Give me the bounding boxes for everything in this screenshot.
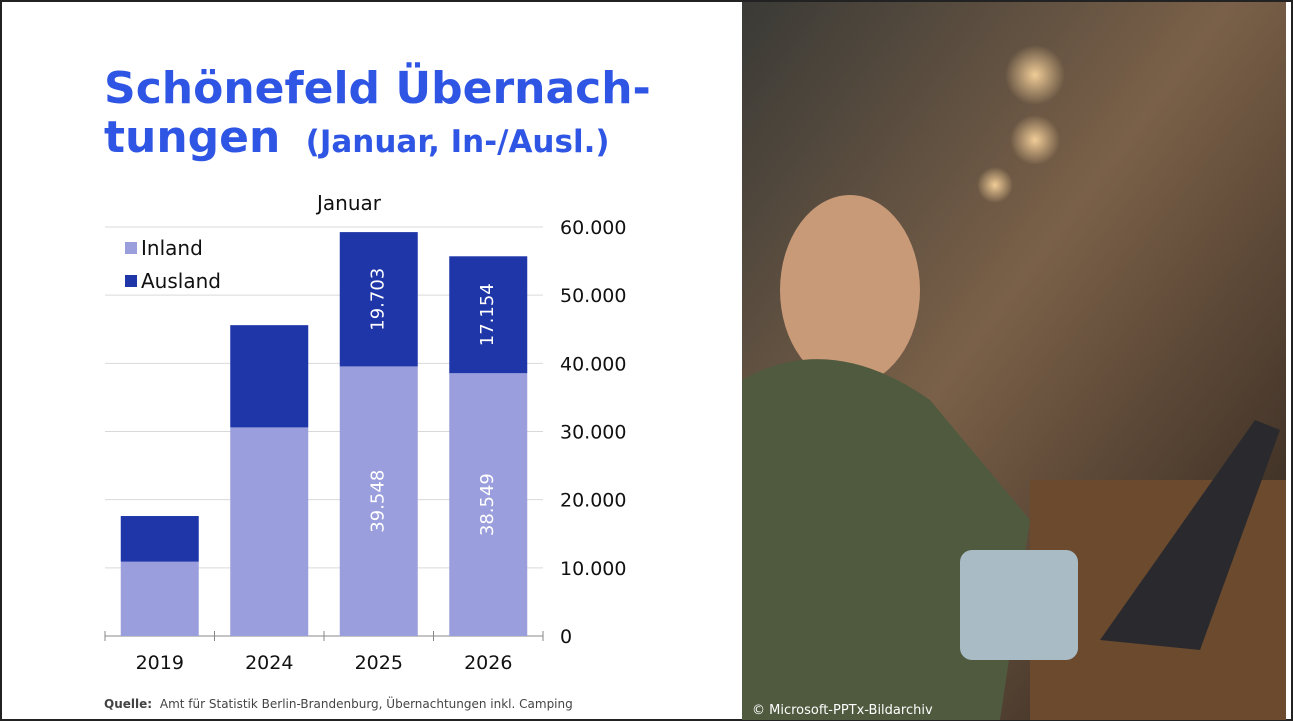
bar-segment	[120, 561, 199, 636]
x-tick-label: 2025	[355, 652, 403, 674]
y-tick-label: 40.000	[560, 353, 626, 375]
slide-title: tungen	[104, 112, 280, 163]
bar-segment	[120, 516, 199, 562]
photo-light	[1005, 45, 1065, 105]
slide-title: tungen (Januar, In-/Ausl.)	[104, 112, 610, 163]
legend-swatch	[125, 242, 137, 254]
bar-segment	[230, 427, 309, 636]
photo-laptop	[1100, 420, 1280, 650]
source-text: Amt für Statistik Berlin-Brandenburg, Üb…	[160, 695, 573, 711]
slide-title: Schönefeld Übernach-	[104, 61, 651, 114]
y-tick-label: 60.000	[560, 217, 626, 239]
photo-person-head	[780, 195, 920, 385]
value-label: 39.548	[368, 470, 389, 533]
legend-label: Inland	[141, 236, 203, 260]
bar-segment	[339, 366, 418, 636]
bar-segment	[230, 325, 309, 428]
x-tick-label: 2024	[245, 652, 293, 674]
bar-segment	[449, 256, 528, 374]
photo-mug	[960, 550, 1078, 660]
source-label: Quelle:	[104, 697, 152, 711]
y-tick-label: 50.000	[560, 285, 626, 307]
slide-title-suffix: (Januar, In-/Ausl.)	[306, 124, 610, 160]
value-label: 19.703	[368, 268, 389, 331]
legend-label: Ausland	[141, 269, 221, 293]
y-tick-label: 30.000	[560, 422, 626, 444]
photo-light	[1010, 115, 1060, 165]
x-tick-label: 2019	[136, 652, 184, 674]
bar-segment	[449, 373, 528, 636]
source: Quelle: Amt für Statistik Berlin-Branden…	[104, 695, 573, 711]
legend-swatch	[125, 275, 137, 287]
y-tick-label: 0	[560, 626, 572, 648]
photo-person-body	[742, 359, 1030, 720]
value-label: 38.549	[477, 473, 498, 536]
photo-light	[977, 167, 1013, 203]
photo-credit: © Microsoft-PPTx-Bildarchiv	[752, 703, 933, 718]
value-label: 17.154	[477, 283, 498, 346]
chart-title: Januar	[315, 191, 382, 215]
bar-segment	[339, 232, 418, 367]
y-tick-label: 10.000	[560, 558, 626, 580]
x-tick-label: 2026	[464, 652, 512, 674]
photo	[742, 2, 1286, 720]
y-tick-label: 20.000	[560, 490, 626, 512]
